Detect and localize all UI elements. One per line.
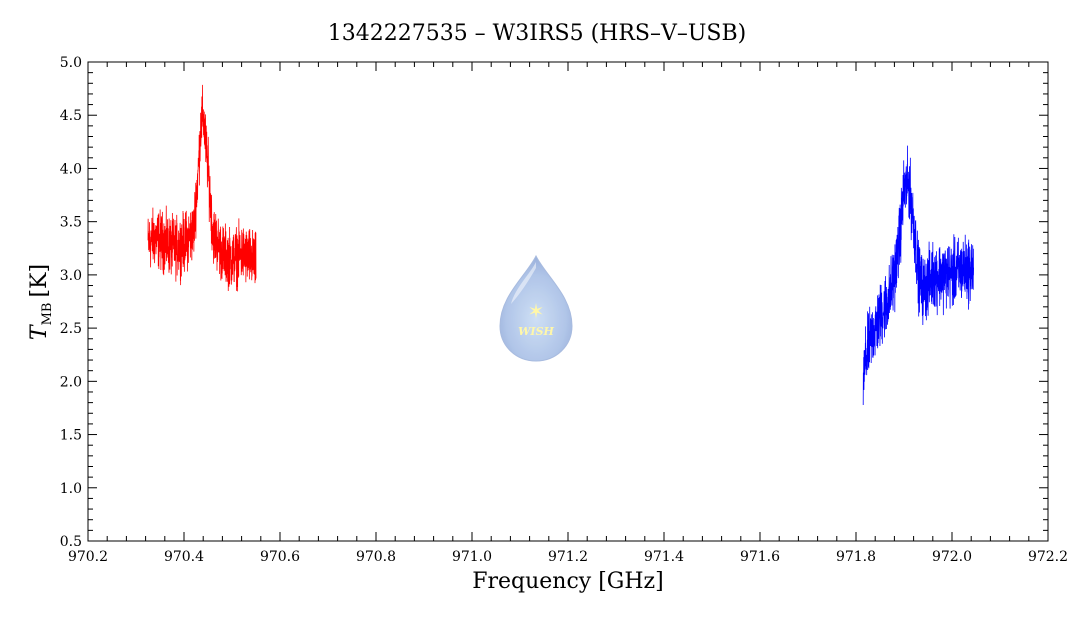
x-tick-label: 971.6 xyxy=(740,549,780,565)
x-tick-label: 970.2 xyxy=(68,549,108,565)
y-tick-label: 1.5 xyxy=(60,428,82,444)
y-tick-label: 4.0 xyxy=(60,161,82,177)
x-tick-label: 971.4 xyxy=(644,549,684,565)
y-tick-label: 3.0 xyxy=(60,268,82,284)
svg-text:TMB[K]: TMB [K] xyxy=(27,264,55,340)
x-tick-label: 971.8 xyxy=(836,549,876,565)
y-tick-labels: 0.5 1.0 1.5 2.0 2.5 3.0 3.5 4.0 4.5 5.0 xyxy=(60,55,82,550)
chart-title: 1342227535 – W3IRS5 (HRS–V–USB) xyxy=(328,21,747,46)
y-tick-label: 2.5 xyxy=(60,321,82,337)
plot-frame xyxy=(87,61,1049,542)
series-line-1 xyxy=(147,84,257,292)
x-axis-label: Frequency [GHz] xyxy=(472,569,664,594)
series-line-2 xyxy=(862,145,974,406)
y-tick-label: 0.5 xyxy=(60,534,82,550)
series-layer xyxy=(147,84,974,406)
y-tick-label: 1.0 xyxy=(60,481,82,497)
x-tick-labels: 970.2 970.4 970.6 970.8 971.0 971.2 971.4 971.6… xyxy=(68,549,1068,565)
x-tick-label: 970.6 xyxy=(260,549,300,565)
y-axis-label-sub: MB xyxy=(40,303,55,326)
y-tick-label: 2.0 xyxy=(60,374,82,390)
x-tick-label: 972.0 xyxy=(932,549,972,565)
x-tick-label: 971.0 xyxy=(452,549,492,565)
wish-logo: ✶ WISH xyxy=(499,254,573,362)
x-tick-label: 972.2 xyxy=(1028,549,1068,565)
y-tick-label: 4.5 xyxy=(60,108,82,124)
x-tick-label: 970.8 xyxy=(356,549,396,565)
y-axis-label-main: T xyxy=(27,323,52,340)
y-axis-label: TMB [K] xyxy=(27,264,55,340)
y-tick-label: 5.0 xyxy=(60,55,82,71)
y-axis-label-unit: [K] xyxy=(27,264,52,298)
axis-ticks xyxy=(87,61,1049,542)
x-tick-label: 971.2 xyxy=(548,549,588,565)
y-tick-label: 3.5 xyxy=(60,215,82,231)
logo-text: WISH xyxy=(518,325,554,338)
x-tick-label: 970.4 xyxy=(164,549,204,565)
sparkle-icon: ✶ xyxy=(528,299,545,323)
